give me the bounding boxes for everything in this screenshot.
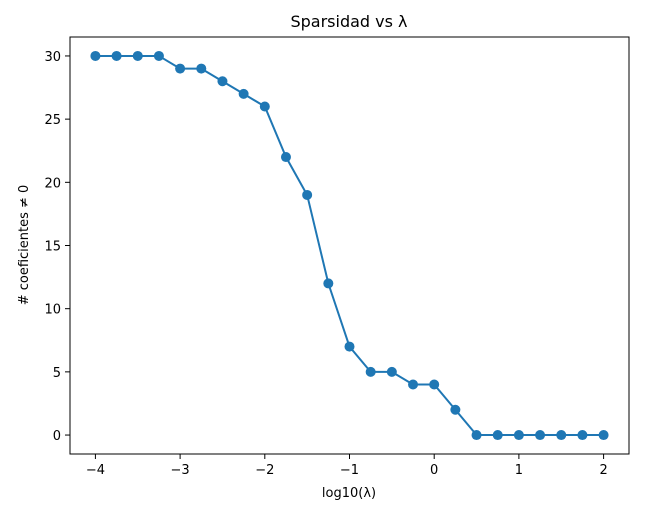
chart-title: Sparsidad vs λ bbox=[290, 12, 407, 31]
data-point bbox=[492, 430, 503, 441]
y-tick-label: 0 bbox=[53, 429, 61, 444]
x-tick-label: −1 bbox=[340, 463, 359, 478]
data-point bbox=[175, 63, 186, 74]
data-point bbox=[259, 101, 270, 112]
y-tick-label: 25 bbox=[44, 113, 61, 128]
y-tick-label: 20 bbox=[44, 176, 61, 191]
x-tick-label: 1 bbox=[515, 463, 523, 478]
data-point bbox=[450, 404, 461, 415]
series-group bbox=[90, 50, 609, 441]
series-line bbox=[95, 54, 604, 437]
data-point bbox=[238, 88, 249, 99]
data-point bbox=[577, 430, 588, 441]
plot-frame bbox=[69, 36, 630, 455]
data-point bbox=[132, 50, 143, 61]
data-point bbox=[386, 366, 397, 377]
data-point bbox=[598, 430, 609, 441]
x-tick-label: 2 bbox=[599, 463, 607, 478]
y-tick-label: 10 bbox=[44, 303, 61, 318]
x-tick-label: −3 bbox=[171, 463, 190, 478]
data-point bbox=[471, 430, 482, 441]
y-tick-label: 30 bbox=[44, 50, 61, 65]
x-tick-label: −2 bbox=[255, 463, 274, 478]
data-point bbox=[365, 366, 376, 377]
data-point bbox=[111, 50, 122, 61]
data-point bbox=[556, 430, 567, 441]
x-tick-label: 0 bbox=[430, 463, 438, 478]
data-point bbox=[153, 50, 164, 61]
data-point bbox=[344, 341, 355, 352]
data-point bbox=[535, 430, 546, 441]
data-point bbox=[90, 50, 101, 61]
data-point bbox=[323, 278, 334, 289]
data-point bbox=[429, 379, 440, 390]
data-point bbox=[217, 76, 228, 87]
data-point bbox=[302, 189, 313, 200]
x-tick-label: −4 bbox=[86, 463, 105, 478]
data-point bbox=[408, 379, 419, 390]
y-tick-label: 5 bbox=[53, 366, 61, 381]
y-axis-label: # coeficientes ≠ 0 bbox=[17, 185, 32, 306]
x-axis-label: log10(λ) bbox=[322, 486, 376, 501]
data-point bbox=[196, 63, 207, 74]
y-tick-label: 15 bbox=[44, 240, 61, 255]
data-point bbox=[280, 152, 291, 163]
data-point bbox=[513, 430, 524, 441]
